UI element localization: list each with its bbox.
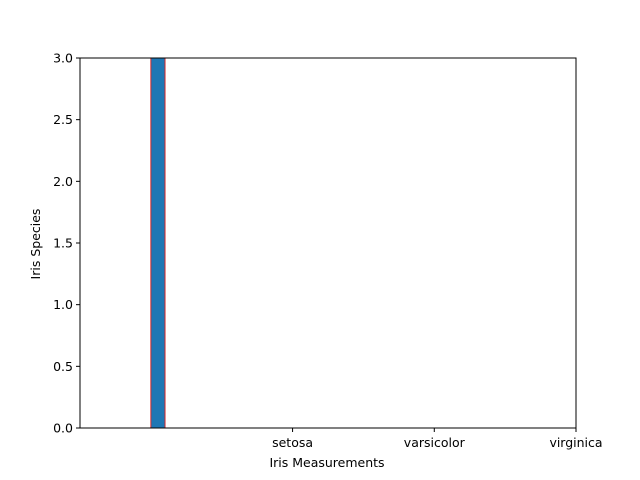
x-tick-label-1: varsicolor — [404, 435, 466, 450]
x-axis-label: Iris Measurements — [269, 455, 384, 470]
y-tick-label: 0.0 — [53, 421, 73, 436]
y-tick-label: 1.5 — [53, 236, 73, 251]
x-ticks-group: setosa varsicolor virginica — [272, 428, 603, 450]
y-tick-label: 2.0 — [53, 174, 73, 189]
y-tick-label: 1.0 — [53, 297, 73, 312]
y-tick-label: 0.5 — [53, 359, 73, 374]
y-ticks-group: 0.0 0.5 1.0 1.5 2.0 2.5 3.0 — [53, 51, 80, 436]
x-tick-label-2: virginica — [549, 435, 602, 450]
y-tick-label: 3.0 — [53, 51, 73, 66]
x-tick-label-0: setosa — [272, 435, 313, 450]
y-axis-label: Iris Species — [28, 209, 43, 280]
y-tick-label: 2.5 — [53, 112, 73, 127]
bar-0 — [150, 57, 166, 429]
